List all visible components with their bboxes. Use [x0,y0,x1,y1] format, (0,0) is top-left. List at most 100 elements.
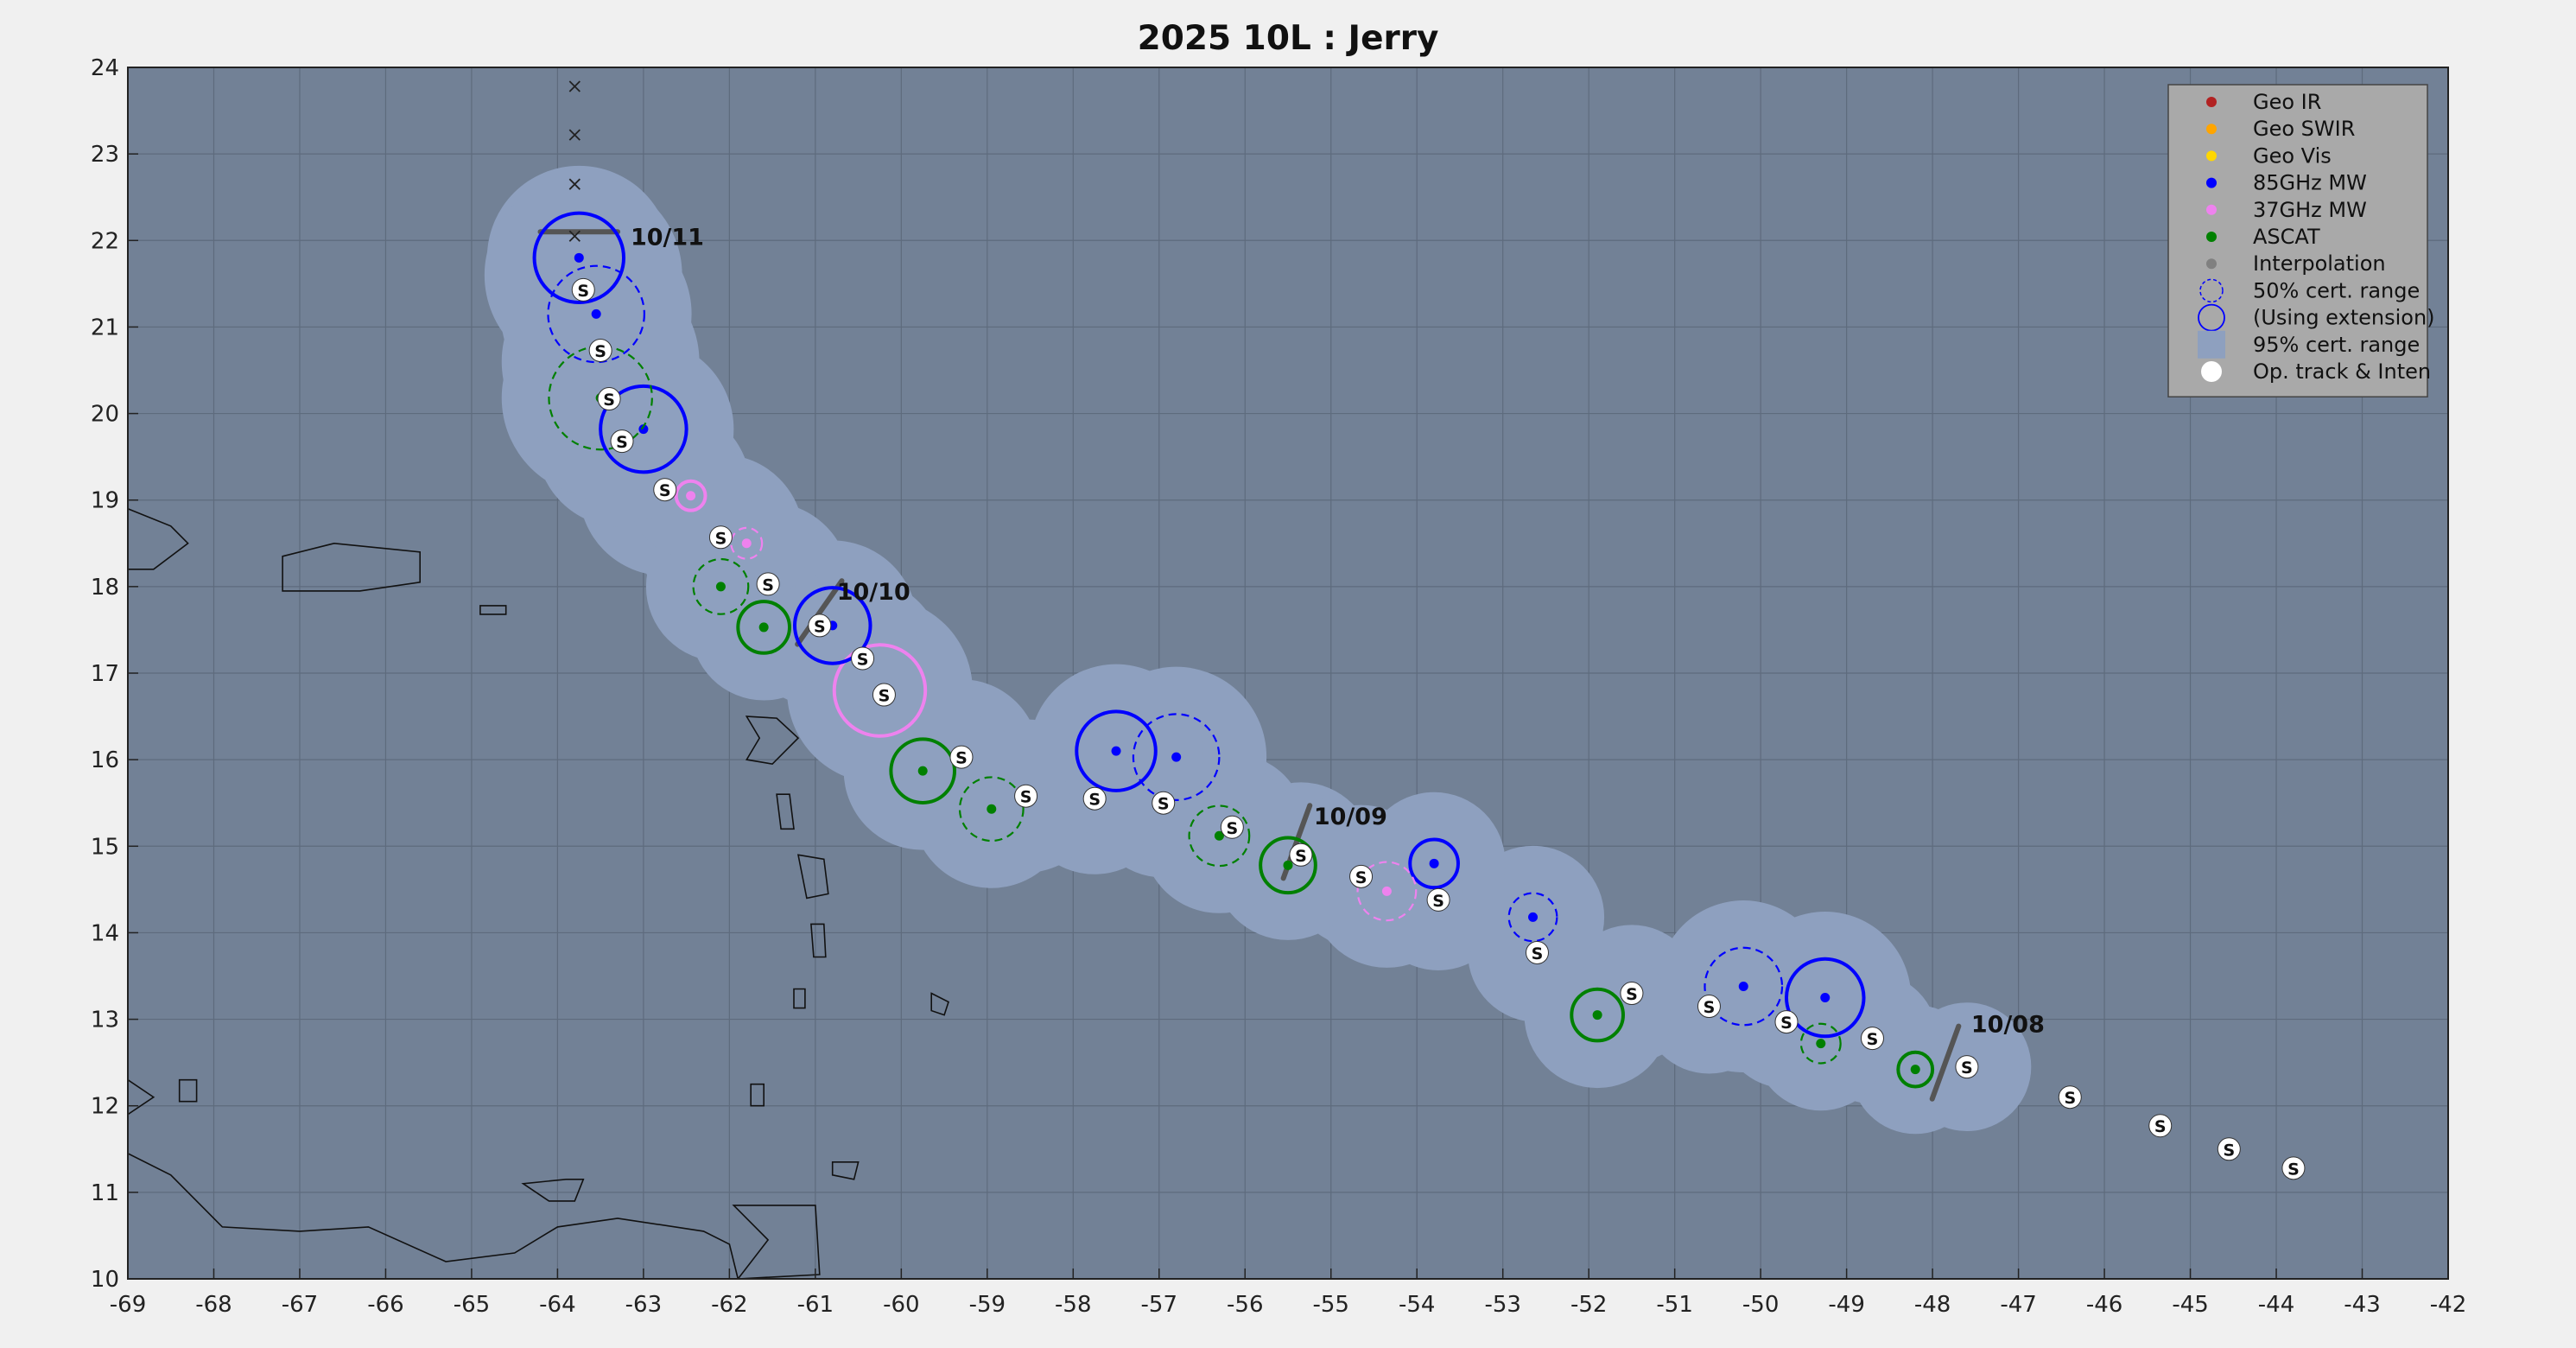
legend-marker [2198,303,2225,332]
op-track-symbol: S [1432,892,1444,911]
legend-marker [2206,97,2217,107]
legend-marker [2206,258,2217,270]
fix-certainty-circle [1259,836,1317,895]
island-outline [178,1078,198,1103]
op-track-symbol: S [577,282,589,301]
fix-point [1381,886,1392,896]
op-track-symbol: S [762,575,774,595]
op-track-marker [1349,864,1374,888]
chart-title: 2025 10L : Jerry [1137,19,1439,58]
fix-point [1816,1039,1826,1049]
y-tick-label: 21 [91,315,119,340]
prior-position-x [568,178,581,190]
fix-point [1820,993,1830,1003]
op-track-symbol: S [603,391,615,410]
island-outline [793,988,806,1009]
prior-position-x [568,230,581,242]
legend-marker [2206,150,2217,162]
fix-certainty-circle [692,557,750,615]
fix-certainty-circle [792,586,872,665]
op-track-symbol: S [1020,788,1032,807]
legend-label: Interpolation [2253,251,2386,276]
op-track-marker [949,745,974,769]
fix-point [1592,1010,1602,1021]
y-tick-label: 24 [91,55,119,81]
op-track-marker [1289,842,1313,867]
fix-point [574,252,584,263]
x-tick-label: -64 [539,1292,575,1318]
legend-marker [2206,124,2217,135]
y-tick-label: 22 [91,228,119,254]
legend-label: Geo SWIR [2253,117,2355,141]
op-track-marker [2281,1156,2306,1180]
y-tick-label: 19 [91,488,119,514]
op-track-symbol: S [594,342,606,361]
fix-point [1283,860,1293,870]
axes-labels: -69 -68 -67 -66 -65 -64 -63 -62 -61 -60 -59 -58 -57 -… [91,55,2466,1318]
fix-certainty-circle [1896,1050,1935,1089]
fix-point [987,804,997,814]
op-track-marker [1774,1010,1799,1034]
x-tick-label: -60 [883,1292,919,1318]
op-track-symbol: S [955,749,968,768]
x-tick-label: -47 [2000,1292,2036,1318]
op-track-marker [872,683,896,707]
op-track-symbol: S [1158,795,1170,814]
x-tick-label: -69 [110,1292,146,1318]
y-tick-label: 23 [91,142,119,168]
op-track-marker [1955,1055,1979,1079]
coastlines [128,507,949,1279]
op-track-symbol: S [2154,1117,2167,1136]
date-label: 10/11 [631,224,704,251]
fix-point [1528,912,1539,922]
op-track-symbol: S [2287,1160,2300,1179]
fix-certainty-circle [1075,709,1158,792]
op-track-symbol: S [857,650,869,669]
legend-label: ASCAT [2253,225,2320,249]
op-track-marker [571,277,595,302]
legend-label: 85GHz MW [2253,171,2367,195]
fix-certainty-circle [1408,837,1460,890]
op-track-marker [2058,1085,2082,1110]
date-label: 10/08 [1971,1012,2045,1039]
island-outline [128,1078,155,1116]
fix-point [1111,746,1121,756]
date-labels: 10/08 10/09 10/10 10/11 [631,224,2045,1038]
fix-certainty-circle [547,264,645,364]
island-outline [282,542,421,592]
x-tick-label: -54 [1399,1292,1435,1318]
fix-point [1214,830,1224,841]
x-tick-label: -66 [367,1292,403,1318]
fix-point [1910,1065,1920,1075]
legend-marker [2199,278,2224,303]
coastline-south-america [128,1153,739,1279]
op-track-marker [1426,887,1450,912]
op-track-symbol: S [1088,791,1101,810]
date-tick [1929,1023,1962,1102]
fix-certainty-circle [1188,804,1251,868]
fix-certainty-circle [599,384,688,474]
y-tick-label: 15 [91,834,119,860]
op-track-symbol: S [616,433,628,452]
legend-marker [2198,330,2225,359]
legend-marker [2201,361,2222,382]
fix-certainty-circle [548,345,653,451]
island-outline [745,715,800,766]
island-outline [810,923,827,958]
op-track-marker [1014,784,1038,808]
op-track-symbol: S [2223,1141,2235,1160]
legend-label: Geo Vis [2253,143,2332,168]
fix-certainty-circle [736,600,792,655]
op-track-marker [1620,982,1644,1006]
x-tick-label: -51 [1656,1292,1692,1318]
x-tick-label: -58 [1055,1292,1091,1318]
y-tick-label: 11 [91,1180,119,1206]
legend-marker [2206,232,2217,242]
fix-certainty-circle [958,776,1025,842]
legend-marker [2206,177,2217,188]
fix-certainty-circle [674,479,707,512]
x-tick-label: -43 [2344,1292,2380,1318]
